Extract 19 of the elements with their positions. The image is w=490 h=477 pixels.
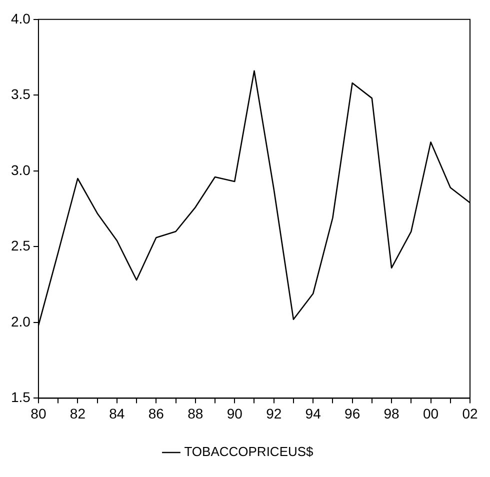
x-tick-label: 88 (188, 405, 204, 422)
legend-label: TOBACCOPRICEUS$ (184, 444, 314, 460)
x-tick-label: 92 (266, 405, 282, 422)
y-tick-label: 2.0 (10, 313, 31, 330)
x-tick-label: 90 (226, 405, 243, 422)
y-tick-label: 4.0 (10, 10, 31, 26)
x-tick-label: 00 (422, 405, 439, 422)
x-tick-label: 96 (344, 405, 360, 422)
x-tick-label: 94 (305, 405, 322, 422)
y-tick-label: 3.5 (10, 86, 31, 102)
y-tick-label: 1.5 (10, 389, 31, 406)
x-tick-label: 82 (70, 405, 86, 422)
y-tick-label: 2.5 (10, 238, 31, 254)
x-tick-label: 02 (462, 405, 478, 422)
y-tick-label: 3.0 (10, 162, 31, 178)
x-tick-label: 84 (109, 405, 125, 422)
x-tick-label: 86 (148, 405, 164, 422)
x-tick-label: 98 (384, 405, 400, 422)
x-tick-label: 80 (30, 405, 46, 422)
